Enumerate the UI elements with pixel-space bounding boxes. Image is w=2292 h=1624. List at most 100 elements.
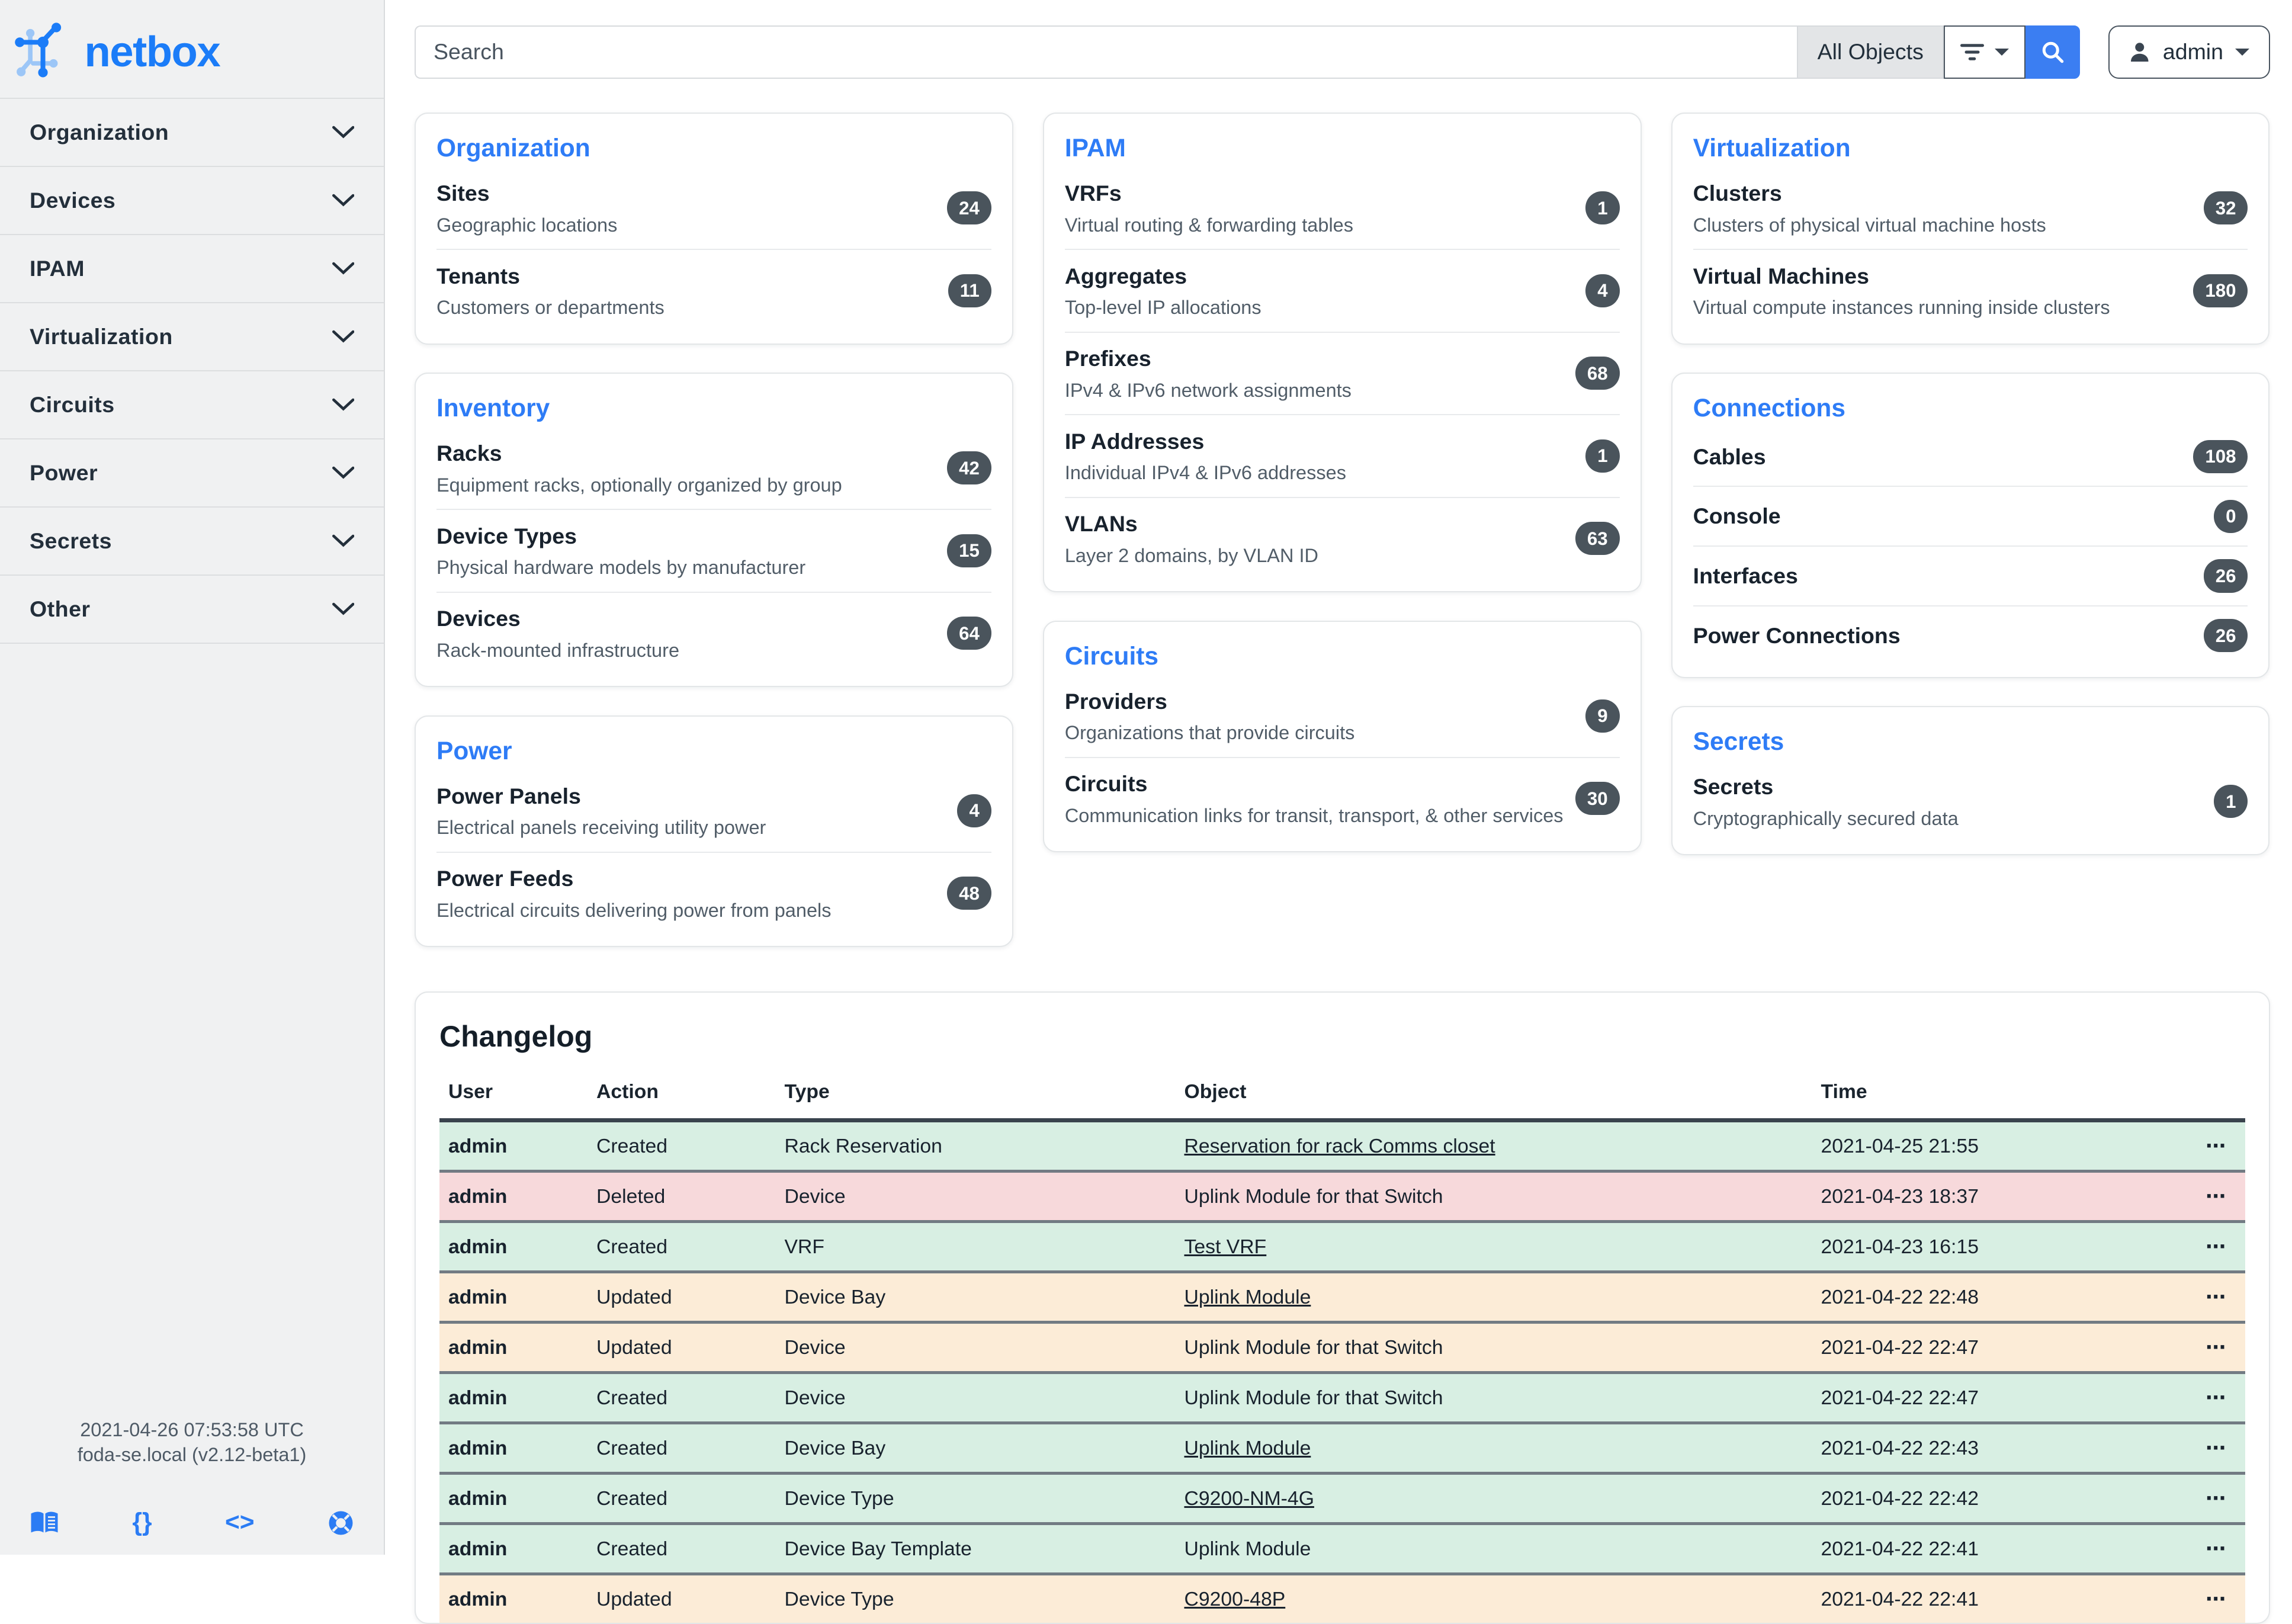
item-link[interactable]: Circuits [1064,771,1148,796]
sidebar-item-devices[interactable]: Devices [0,167,384,235]
cell-type: Rack Reservation [784,1134,942,1157]
sidebar-item-organization[interactable]: Organization [0,99,384,167]
card-item-console[interactable]: Console 0 [1693,487,2248,547]
item-link[interactable]: VRFs [1064,181,1122,206]
card-item-text: Racks Equipment racks, optionally organi… [436,441,842,496]
dashboard-cards: Organization Sites Geographic locations … [385,79,2292,947]
user-menu-button[interactable]: admin [2108,25,2270,79]
card-item-aggregates[interactable]: Aggregates Top-level IP allocations 4 [1064,250,1620,333]
card-item-text: Cables [1693,444,1766,470]
docs-book-icon[interactable] [30,1510,59,1536]
rest-api-braces-icon[interactable]: {} [132,1509,152,1536]
card-item-power-panels[interactable]: Power Panels Electrical panels receiving… [436,770,991,853]
sidebar-item-power[interactable]: Power [0,439,384,508]
cell-action: Created [596,1134,668,1157]
item-link[interactable]: Power Panels [436,783,581,808]
card-item-device-types[interactable]: Device Types Physical hardware models by… [436,510,991,593]
item-link[interactable]: Virtual Machines [1693,263,1869,288]
card-item-vlans[interactable]: VLANs Layer 2 domains, by VLAN ID 63 [1065,498,1620,580]
item-link[interactable]: Power Feeds [436,866,574,891]
card-item-clusters[interactable]: Clusters Clusters of physical virtual ma… [1693,168,2248,250]
sidebar-item-virtualization[interactable]: Virtualization [0,303,384,371]
object-link[interactable]: Uplink Module [1184,1285,1311,1308]
cell-actions: ⋯ [2182,1524,2245,1574]
cell-time: 2021-04-22 22:42 [1821,1487,1979,1510]
item-link[interactable]: Tenants [436,263,520,288]
row-more-button[interactable]: ⋯ [2206,1185,2227,1208]
object-link[interactable]: C9200-48P [1184,1587,1286,1610]
card-item-interfaces[interactable]: Interfaces 26 [1693,547,2248,606]
community-lifebuoy-icon[interactable] [328,1510,354,1536]
item-link[interactable]: Clusters [1693,181,1782,206]
row-more-button[interactable]: ⋯ [2206,1437,2227,1459]
object-link[interactable]: Reservation for rack Comms closet [1184,1134,1495,1157]
card-item-ip-addresses[interactable]: IP Addresses Individual IPv4 & IPv6 addr… [1064,415,1620,498]
object-link[interactable]: C9200-NM-4G [1184,1487,1314,1510]
card-item-devices[interactable]: Devices Rack-mounted infrastructure 64 [436,593,991,675]
item-link[interactable]: Power Connections [1693,622,1901,648]
item-link[interactable]: IP Addresses [1064,428,1205,454]
row-more-button[interactable]: ⋯ [2206,1235,2227,1258]
sidebar-item-circuits[interactable]: Circuits [0,371,384,439]
item-link[interactable]: Providers [1064,688,1167,714]
sidebar-item-other[interactable]: Other [0,576,384,644]
sidebar-item-ipam[interactable]: IPAM [0,235,384,303]
card-item-racks[interactable]: Racks Equipment racks, optionally organi… [436,428,991,510]
column-header-action: Action [596,1080,659,1103]
item-link[interactable]: Sites [436,181,490,206]
row-more-button[interactable]: ⋯ [2206,1387,2227,1409]
source-code-icon[interactable]: <> [224,1509,255,1536]
cell-object: Uplink Module [1176,1272,1812,1323]
search-filter-dropdown[interactable] [1944,25,2025,79]
search-submit-button[interactable] [2025,25,2081,79]
item-description: Rack-mounted infrastructure [436,639,680,661]
card-item-vrfs[interactable]: VRFs Virtual routing & forwarding tables… [1064,168,1620,250]
item-description: IPv4 & IPv6 network assignments [1064,379,1352,401]
row-more-button[interactable]: ⋯ [2206,1286,2227,1308]
cell-time: 2021-04-22 22:47 [1821,1386,1979,1409]
card-power: Power Power Panels Electrical panels rec… [415,715,1013,947]
cell-type: VRF [784,1235,825,1258]
item-link[interactable]: Prefixes [1064,346,1151,371]
row-more-button[interactable]: ⋯ [2206,1487,2227,1510]
card-item-text: Device Types Physical hardware models by… [436,524,805,579]
item-link[interactable]: Devices [436,606,521,631]
card-item-prefixes[interactable]: Prefixes IPv4 & IPv6 network assignments… [1064,333,1620,415]
object-link[interactable]: Uplink Module [1184,1436,1311,1459]
item-link[interactable]: Console [1693,503,1781,529]
row-more-button[interactable]: ⋯ [2206,1336,2227,1359]
cell-action: Created [596,1487,668,1510]
card-item-sites[interactable]: Sites Geographic locations 24 [436,168,991,250]
cell-object: Reservation for rack Comms closet [1176,1121,1812,1172]
item-link[interactable]: Aggregates [1064,263,1187,288]
search-input[interactable] [415,25,1797,79]
cell-actions: ⋯ [2182,1474,2245,1524]
item-link[interactable]: VLANs [1064,511,1138,536]
sidebar-item-secrets[interactable]: Secrets [0,508,384,576]
chevron-down-icon [332,330,354,343]
card-item-power-connections[interactable]: Power Connections 26 [1693,606,2248,665]
netbox-logo[interactable]: netbox [0,0,384,92]
item-link[interactable]: Device Types [436,523,577,548]
cell-object: C9200-48P [1176,1574,1812,1623]
card-item-cables[interactable]: Cables 108 [1693,428,2248,487]
card-item-power-feeds[interactable]: Power Feeds Electrical circuits deliveri… [436,853,991,935]
item-link[interactable]: Interfaces [1693,563,1798,589]
card-item-virtual-machines[interactable]: Virtual Machines Virtual compute instanc… [1693,250,2248,332]
item-link[interactable]: Cables [1693,444,1766,469]
item-link[interactable]: Secrets [1693,774,1774,799]
item-description: Cryptographically secured data [1693,807,1959,829]
object-link[interactable]: Test VRF [1184,1235,1267,1258]
card-item-circuits[interactable]: Circuits Communication links for transit… [1065,758,1620,840]
item-description: Top-level IP allocations [1064,297,1261,318]
chevron-down-icon [332,602,354,615]
card-item-tenants[interactable]: Tenants Customers or departments 11 [436,250,991,332]
row-more-button[interactable]: ⋯ [2206,1135,2227,1157]
topbar: All Objects [385,0,2292,79]
row-more-button[interactable]: ⋯ [2206,1588,2227,1610]
item-count-badge: 11 [948,274,991,307]
item-link[interactable]: Racks [436,441,502,466]
row-more-button[interactable]: ⋯ [2206,1538,2227,1560]
card-item-providers[interactable]: Providers Organizations that provide cir… [1064,675,1620,758]
card-item-secrets[interactable]: Secrets Cryptographically secured data 1 [1693,761,2248,843]
